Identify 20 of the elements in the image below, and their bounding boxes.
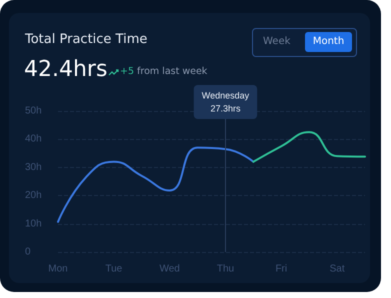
ref-line-label: Wednesday 27.3hrs bbox=[202, 90, 250, 114]
x-tick-label: Wed bbox=[159, 264, 180, 274]
y-tick-label: 50h bbox=[25, 106, 42, 116]
x-tick-label: Fri bbox=[275, 264, 288, 274]
x-tick-label: Tue bbox=[105, 264, 123, 274]
y-tick-label: 0 bbox=[25, 246, 31, 258]
text: +5 from last week bbox=[120, 66, 208, 77]
y-tick-label: 10h bbox=[25, 218, 42, 230]
text: Month bbox=[305, 32, 352, 52]
chart-subtitle: 42.4hrs bbox=[24, 57, 108, 82]
x-tick-label: Mon bbox=[48, 264, 68, 274]
y-tick-label: 20h bbox=[25, 190, 42, 202]
chart-title: Total Practice Time bbox=[25, 32, 148, 47]
line-series bbox=[252, 131, 366, 163]
x-tick-label: Thu bbox=[216, 264, 234, 274]
y-tick-label: 30h bbox=[25, 162, 42, 173]
y-tick-label: 40h bbox=[25, 134, 42, 145]
x-tick-label: Sat bbox=[330, 264, 345, 274]
line-series bbox=[57, 146, 254, 223]
text: Week bbox=[263, 36, 290, 47]
